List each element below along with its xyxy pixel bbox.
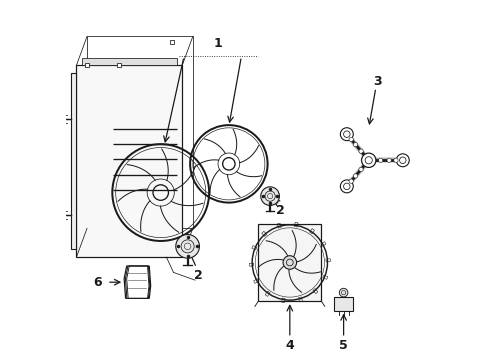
Circle shape (176, 234, 199, 258)
Polygon shape (71, 73, 76, 249)
Bar (82, 58, 177, 65)
Bar (294, 222, 298, 227)
Bar (170, 40, 174, 44)
Bar (313, 289, 318, 294)
Bar (252, 246, 257, 250)
Circle shape (349, 137, 353, 141)
Bar (249, 263, 254, 266)
Circle shape (359, 167, 363, 172)
Bar (258, 224, 321, 301)
Bar (326, 259, 330, 262)
Circle shape (283, 256, 296, 269)
Circle shape (341, 128, 353, 141)
Bar (265, 291, 270, 296)
Circle shape (339, 288, 348, 297)
Text: 4: 4 (286, 339, 294, 352)
Bar (85, 63, 89, 67)
Text: 1: 1 (214, 37, 222, 50)
Text: 2: 2 (194, 269, 203, 282)
Text: 2: 2 (276, 204, 285, 217)
Polygon shape (124, 266, 151, 298)
Circle shape (349, 179, 353, 183)
Circle shape (396, 154, 409, 167)
Bar (282, 298, 285, 303)
Text: 5: 5 (339, 339, 348, 352)
Circle shape (359, 149, 363, 153)
Bar (298, 297, 302, 302)
Bar (117, 63, 121, 67)
Bar (254, 279, 259, 283)
Bar (310, 229, 315, 234)
Circle shape (341, 180, 353, 193)
Circle shape (362, 153, 376, 167)
Bar (323, 275, 328, 279)
Bar (321, 242, 326, 246)
Bar (277, 223, 281, 228)
Polygon shape (125, 266, 150, 298)
Circle shape (378, 158, 383, 162)
Text: 3: 3 (373, 75, 382, 88)
Circle shape (261, 187, 279, 206)
Bar (262, 231, 267, 237)
Circle shape (353, 174, 358, 178)
Bar (334, 297, 353, 311)
Polygon shape (76, 65, 182, 257)
Circle shape (353, 143, 358, 147)
Circle shape (387, 158, 392, 162)
Text: 6: 6 (94, 276, 102, 289)
Circle shape (394, 158, 398, 162)
